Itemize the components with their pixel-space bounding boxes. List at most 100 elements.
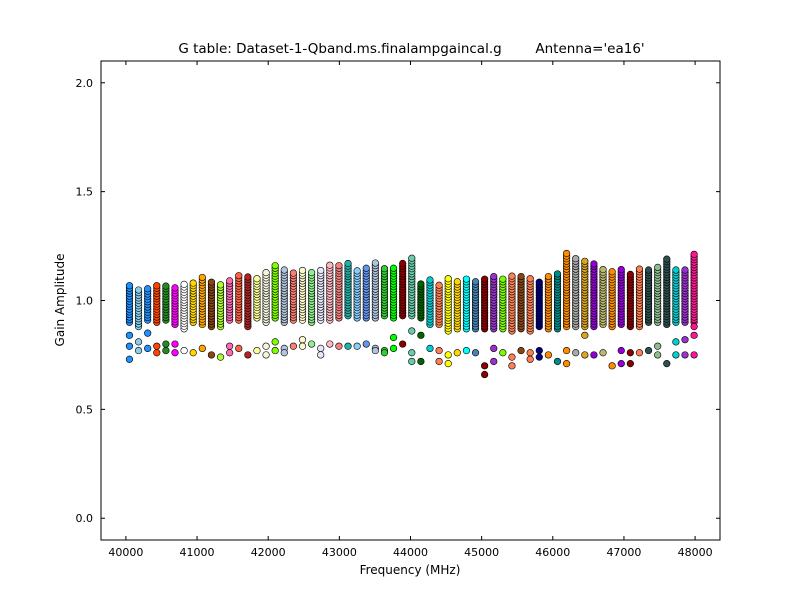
y-axis-ticks: 0.0 0.5 1.0 1.5 2.0 xyxy=(76,77,720,525)
x-tick-label: 47000 xyxy=(606,546,641,559)
data-point-outlier xyxy=(508,362,516,370)
data-point xyxy=(490,272,498,281)
data-point-outlier xyxy=(408,349,416,357)
channel-series xyxy=(162,282,170,355)
data-point-outlier xyxy=(563,346,571,355)
channel-series xyxy=(153,282,161,357)
data-point xyxy=(244,273,252,281)
x-tick-label: 44000 xyxy=(393,546,428,559)
data-point-outlier xyxy=(380,349,389,357)
points-layer xyxy=(125,249,698,379)
data-point-outlier xyxy=(681,336,689,344)
data-point xyxy=(144,285,152,293)
channel-series xyxy=(362,264,370,348)
channel-series xyxy=(289,269,297,350)
channel-series xyxy=(198,273,206,353)
data-point-outlier xyxy=(426,344,434,353)
data-point xyxy=(353,267,361,275)
data-point-outlier xyxy=(226,349,234,357)
data-point-outlier xyxy=(399,340,407,348)
x-axis-ticks: 40000 41000 42000 43000 44000 45000 46000 47000… xyxy=(108,61,713,559)
data-point xyxy=(453,278,461,286)
data-point-outlier xyxy=(134,346,143,355)
data-point xyxy=(180,280,188,288)
channel-series xyxy=(681,266,689,359)
data-point-outlier xyxy=(490,344,498,353)
channel-series xyxy=(608,268,616,370)
plot-frame xyxy=(100,60,721,541)
data-point-outlier xyxy=(681,351,689,359)
channel-series xyxy=(553,270,562,366)
data-point-outlier xyxy=(563,360,571,368)
channel-series xyxy=(590,260,598,359)
data-point-outlier xyxy=(408,357,416,366)
channel-series xyxy=(644,266,653,355)
x-tick-label: 43000 xyxy=(322,546,357,559)
channel-series xyxy=(144,285,152,353)
data-point-outlier xyxy=(481,362,489,370)
channel-series xyxy=(371,259,379,355)
data-point-outlier xyxy=(271,346,279,355)
data-point xyxy=(153,282,161,290)
data-point-outlier xyxy=(125,331,134,339)
data-point-outlier xyxy=(371,346,379,355)
data-point xyxy=(389,264,398,272)
channel-series xyxy=(462,275,471,355)
channel-series xyxy=(235,272,243,353)
channel-series xyxy=(171,284,179,357)
channel-series xyxy=(344,259,352,350)
channel-series xyxy=(271,262,279,355)
channel-series xyxy=(690,250,698,359)
data-point-outlier xyxy=(253,346,261,355)
x-tick-label: 42000 xyxy=(251,546,286,559)
data-point xyxy=(572,255,580,263)
data-point xyxy=(171,284,179,292)
data-point-outlier xyxy=(408,327,416,335)
data-point xyxy=(371,259,379,267)
data-point xyxy=(399,259,407,268)
data-point-outlier xyxy=(526,355,534,363)
data-point-outlier xyxy=(626,349,634,357)
channel-series xyxy=(435,281,443,366)
data-point xyxy=(408,254,416,262)
antenna-label: Antenna='ea16' xyxy=(535,41,644,57)
data-point-outlier xyxy=(335,342,343,350)
channel-series xyxy=(617,265,625,368)
data-point-outlier xyxy=(435,357,443,366)
x-axis-label: Frequency (MHz) xyxy=(360,563,461,577)
data-point-outlier xyxy=(144,329,152,337)
data-point xyxy=(553,270,562,278)
channel-series xyxy=(626,270,634,368)
data-point xyxy=(508,272,516,280)
data-point xyxy=(462,275,471,283)
data-point-outlier xyxy=(271,338,279,346)
channel-series xyxy=(317,266,325,359)
channel-series xyxy=(298,266,307,350)
data-point-outlier xyxy=(672,351,680,359)
data-point-outlier xyxy=(462,346,471,355)
chart-title: G table: Dataset-1-Qband.ms.finalampgain… xyxy=(178,41,501,57)
channel-series xyxy=(253,275,261,355)
data-point-outlier xyxy=(362,340,370,348)
data-point-outlier xyxy=(198,344,206,353)
data-point-outlier xyxy=(298,336,307,344)
data-point xyxy=(134,286,143,294)
data-point-outlier xyxy=(526,349,534,357)
data-point-outlier xyxy=(326,340,334,348)
channel-series xyxy=(417,280,425,366)
x-tick-label: 41000 xyxy=(180,546,215,559)
channel-series xyxy=(399,259,407,348)
data-point xyxy=(253,275,261,283)
channel-series xyxy=(535,278,543,361)
channel-series xyxy=(453,278,461,357)
data-point-outlier xyxy=(690,323,698,331)
channel-series xyxy=(490,272,498,366)
channel-series xyxy=(353,267,361,350)
data-point-outlier xyxy=(389,333,398,342)
data-point xyxy=(326,261,334,269)
data-point xyxy=(426,276,434,284)
data-point-outlier xyxy=(317,351,325,359)
data-point-outlier xyxy=(153,349,161,357)
channel-series xyxy=(308,269,316,348)
data-point-outlier xyxy=(180,346,188,355)
